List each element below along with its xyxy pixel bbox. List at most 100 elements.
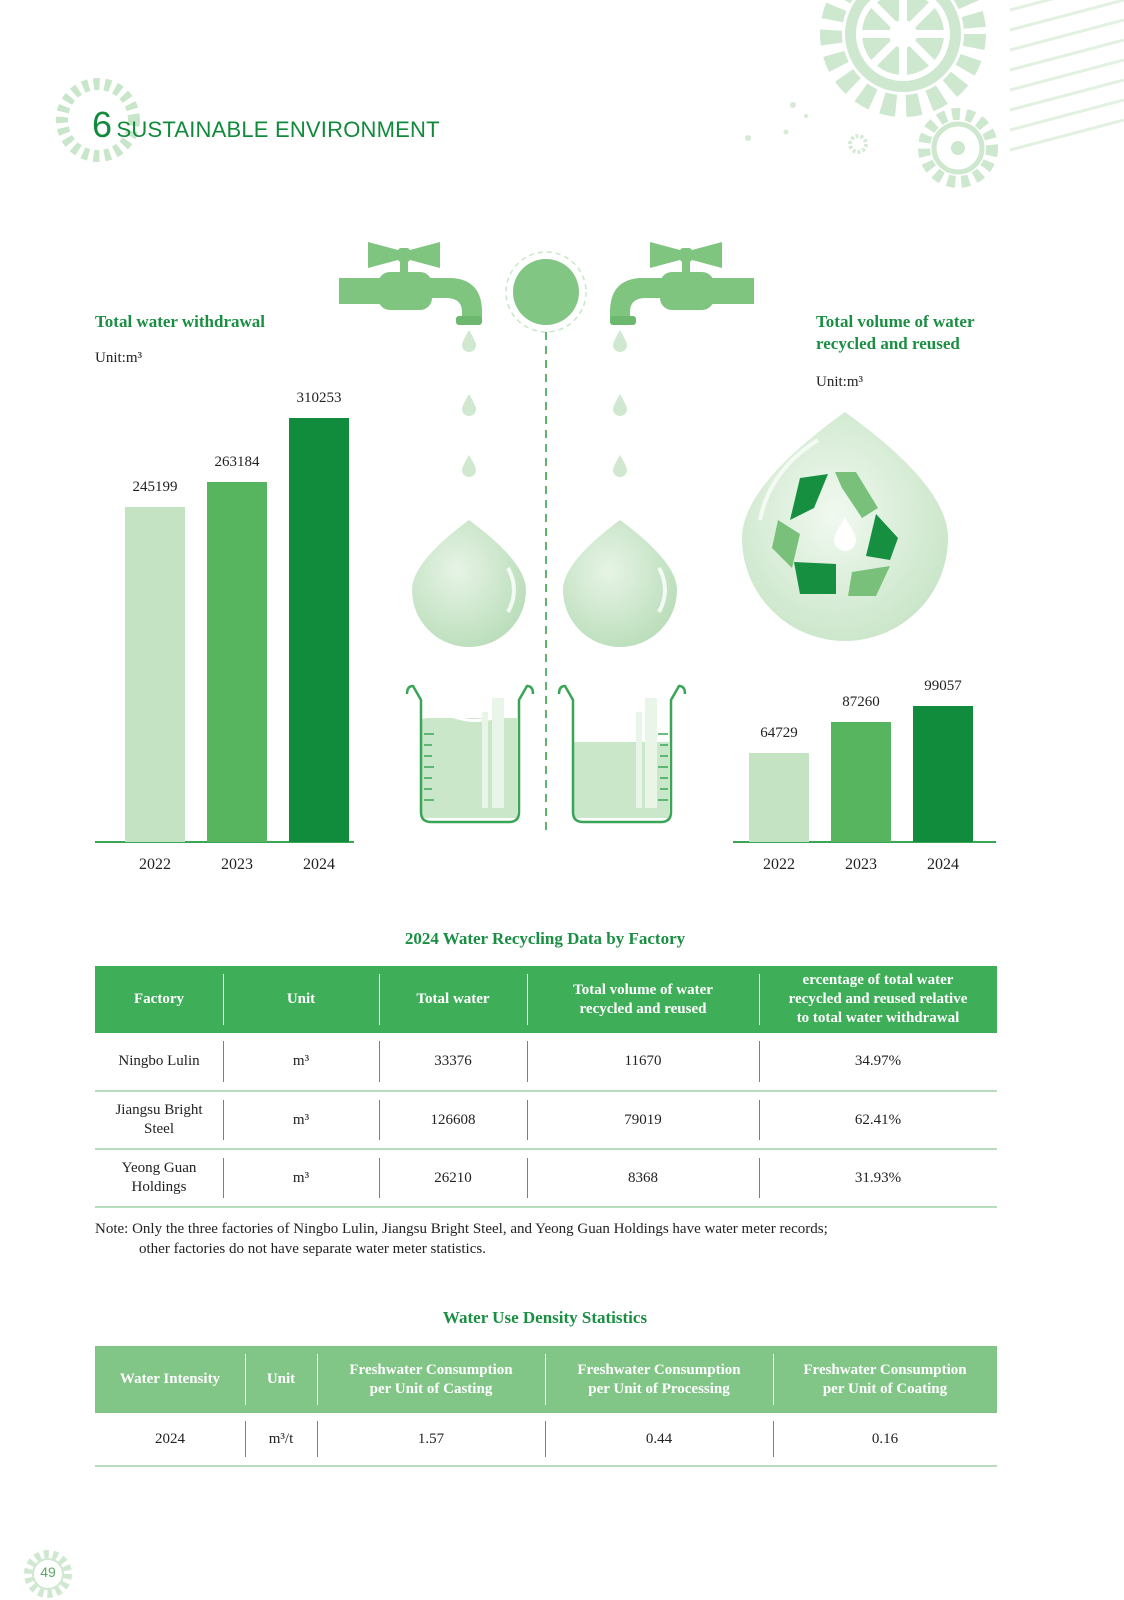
- unit-cell: m³: [223, 1149, 379, 1208]
- header-coating-line2: per Unit of Coating: [822, 1380, 948, 1397]
- header-recycled: Total volume of water recycled and reuse…: [527, 966, 759, 1033]
- bar-2022: [749, 753, 809, 842]
- year-label: 2023: [221, 856, 253, 873]
- factory-name-cell: Yeong Guan Holdings: [95, 1149, 223, 1208]
- faucet-icon: [610, 242, 754, 325]
- factory-name-line2: Steel: [144, 1121, 174, 1137]
- total-water-cell: 33376: [379, 1033, 527, 1092]
- header-casting-line2: per Unit of Casting: [369, 1380, 493, 1397]
- recycle-icon: [742, 412, 948, 641]
- bar-2022: [125, 506, 185, 842]
- factory-name-cell: Jiangsu Bright Steel: [95, 1091, 223, 1150]
- table-row: 2024 m³/t 1.57 0.44 0.16: [95, 1413, 997, 1467]
- header-percentage-line3: to total water withdrawal: [796, 1010, 960, 1026]
- factory-name: Jiangsu Bright: [115, 1102, 203, 1118]
- bar-value-label: 263184: [214, 454, 260, 471]
- recycled-chart-title: Total volume of water recycled and reuse…: [816, 311, 975, 355]
- withdrawal-chart-title: Total water withdrawal: [95, 312, 265, 331]
- section-number: 6: [92, 104, 113, 145]
- header-percentage: ercentage of total water recycled and re…: [759, 966, 997, 1033]
- header-factory: Factory: [95, 966, 223, 1033]
- table-header-row: Water Intensity Unit Freshwater Consumpt…: [95, 1346, 997, 1413]
- unit-cell: m³: [223, 1091, 379, 1150]
- unit-cell: m³/t: [245, 1413, 317, 1467]
- dots-decoration: [745, 102, 808, 141]
- header-water-intensity: Water Intensity: [95, 1346, 245, 1413]
- coating-cell: 0.16: [773, 1413, 997, 1467]
- table-note: Note: Only the three factories of Ningbo…: [95, 1219, 995, 1259]
- header-recycled-line2: recycled and reused: [579, 1000, 707, 1017]
- header-recycled-line1: Total volume of water: [573, 981, 713, 998]
- water-drop-icon: [563, 520, 677, 647]
- header-unit: Unit: [245, 1346, 317, 1413]
- recycled-unit: Unit:m³: [816, 374, 863, 390]
- section-heading: SUSTAINABLE ENVIRONMENT: [116, 117, 440, 142]
- stripes-decoration: [1009, 0, 1124, 152]
- table-row: Yeong Guan Holdings m³ 26210 8368 31.93%: [95, 1149, 997, 1208]
- percentage-cell: 31.93%: [759, 1149, 997, 1208]
- bar-2023: [831, 722, 891, 842]
- header-processing-line2: per Unit of Processing: [588, 1380, 730, 1397]
- gear-icon: [820, 0, 986, 117]
- factory-name-cell: Ningbo Lulin: [95, 1033, 223, 1092]
- percentage-cell: 62.41%: [759, 1091, 997, 1150]
- factory-table-caption: 2024 Water Recycling Data by Factory: [404, 929, 686, 948]
- year-label: 2024: [927, 856, 959, 873]
- header-percentage-line2: recycled and reused relative: [788, 991, 968, 1007]
- bar-2024: [913, 706, 973, 842]
- header-casting-line1: Freshwater Consumption: [349, 1361, 513, 1378]
- recycled-chart-title-line2: recycled and reused: [816, 334, 960, 353]
- table-row: Ningbo Lulin m³ 33376 11670 34.97%: [95, 1033, 997, 1092]
- bar-value-label: 310253: [296, 390, 342, 406]
- recycled-cell: 79019: [527, 1091, 759, 1150]
- bar-value-label: 87260: [842, 694, 880, 711]
- header-total-water: Total water: [379, 966, 527, 1033]
- bar-value-label: 245199: [132, 478, 178, 495]
- section-title: 6 SUSTAINABLE ENVIRONMENT: [92, 104, 440, 146]
- year-cell: 2024: [95, 1413, 245, 1467]
- factory-table: Factory Unit Total water Total volume of…: [95, 966, 997, 1208]
- bar-2024: [289, 418, 349, 842]
- header-percentage-line1: ercentage of total water: [802, 972, 954, 988]
- bar-2023: [207, 482, 267, 842]
- header-casting: Freshwater Consumption per Unit of Casti…: [317, 1346, 545, 1413]
- water-drop-icon: [462, 330, 627, 477]
- factory-name: Yeong Guan: [121, 1160, 197, 1176]
- page-number: 49: [40, 1564, 56, 1580]
- header-unit: Unit: [223, 966, 379, 1033]
- gear-icon: [56, 78, 140, 162]
- note-line2: other factories do not have separate wat…: [139, 1241, 486, 1257]
- recycled-cell: 8368: [527, 1149, 759, 1208]
- table-header-row: Factory Unit Total water Total volume of…: [95, 966, 997, 1033]
- header-processing: Freshwater Consumption per Unit of Proce…: [545, 1346, 773, 1413]
- density-table: Water Intensity Unit Freshwater Consumpt…: [95, 1346, 997, 1467]
- water-drop-icon: [412, 520, 526, 647]
- factory-name: Ningbo Lulin: [118, 1053, 200, 1069]
- recycled-chart-title-line1: Total volume of water: [816, 312, 975, 331]
- beaker-icon: [405, 684, 535, 824]
- bar-value-label: 99057: [924, 678, 962, 694]
- year-label: 2023: [845, 856, 877, 873]
- year-label: 2024: [303, 856, 335, 873]
- total-water-cell: 26210: [379, 1149, 527, 1208]
- percentage-cell: 34.97%: [759, 1033, 997, 1092]
- gear-icon: [24, 1550, 72, 1598]
- processing-cell: 0.44: [545, 1413, 773, 1467]
- withdrawal-unit: Unit:m³: [95, 350, 142, 366]
- header-coating: Freshwater Consumption per Unit of Coati…: [773, 1346, 997, 1413]
- unit-cell: m³: [223, 1033, 379, 1092]
- year-label: 2022: [139, 856, 171, 873]
- factory-name-line2: Holdings: [131, 1179, 187, 1195]
- bar-value-label: 64729: [760, 725, 798, 742]
- beaker-icon: [557, 684, 687, 824]
- gear-icon: [848, 134, 868, 154]
- header-coating-line1: Freshwater Consumption: [803, 1361, 967, 1378]
- water-circle-icon: [505, 251, 587, 333]
- gear-icon: [918, 108, 998, 188]
- note-line1: Note: Only the three factories of Ningbo…: [95, 1221, 828, 1237]
- recycled-cell: 11670: [527, 1033, 759, 1092]
- casting-cell: 1.57: [317, 1413, 545, 1467]
- year-label: 2022: [763, 856, 795, 873]
- total-water-cell: 126608: [379, 1091, 527, 1150]
